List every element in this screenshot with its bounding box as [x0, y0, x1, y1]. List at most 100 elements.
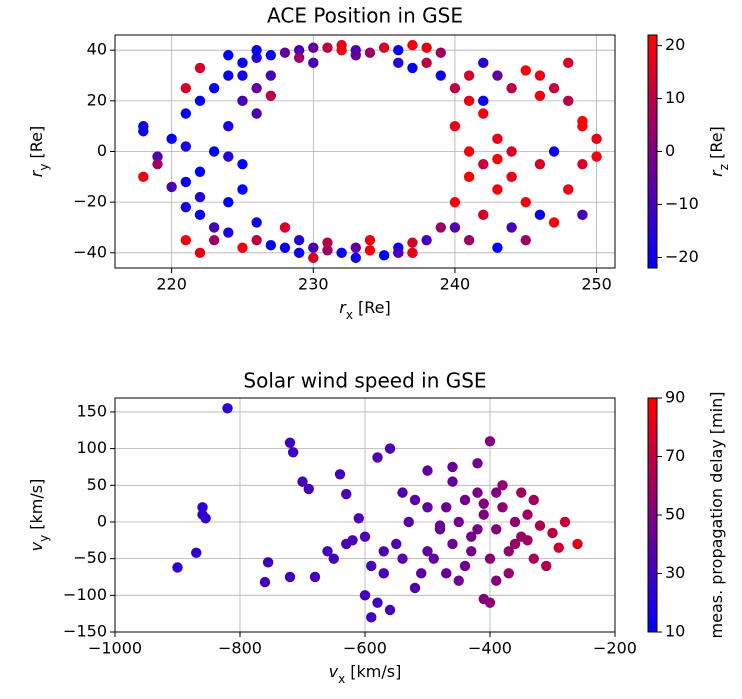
- colorbar-tick-label: 10: [665, 88, 685, 107]
- colorbar-label-symbol: r: [707, 169, 726, 177]
- y-axis-label-sub: y: [37, 164, 51, 171]
- point: [322, 546, 333, 557]
- point: [194, 62, 206, 74]
- point: [407, 247, 418, 259]
- point: [265, 50, 277, 61]
- point: [572, 538, 583, 550]
- point: [449, 120, 461, 132]
- x-axis-label-sub: x: [346, 308, 353, 322]
- point: [577, 158, 588, 170]
- point: [223, 70, 234, 81]
- point: [334, 469, 346, 480]
- colorbar-tick-label: 50: [665, 505, 685, 524]
- point: [522, 535, 533, 546]
- point: [293, 52, 305, 63]
- y-tick-label: 150: [76, 401, 107, 420]
- point: [293, 247, 305, 259]
- point: [435, 222, 446, 233]
- point: [447, 461, 458, 473]
- point: [180, 108, 192, 119]
- colorbar-label-symbol: meas. propagation delay: [707, 439, 726, 638]
- point: [251, 108, 262, 119]
- point: [563, 57, 574, 69]
- y-axis-label-sub: y: [37, 535, 51, 542]
- point: [197, 502, 208, 513]
- colorbar: [647, 397, 658, 633]
- point: [364, 245, 376, 256]
- point: [463, 70, 475, 81]
- point: [359, 531, 371, 542]
- y-tick-label: 0: [97, 141, 107, 160]
- point: [459, 560, 471, 572]
- point: [497, 480, 508, 491]
- point: [453, 516, 464, 528]
- point: [208, 234, 220, 246]
- point: [520, 234, 531, 246]
- point: [237, 57, 248, 69]
- point: [194, 191, 206, 203]
- point: [378, 250, 390, 261]
- point: [478, 95, 489, 107]
- point: [492, 242, 503, 253]
- x-tick-label: 220: [156, 275, 187, 294]
- point: [577, 115, 588, 127]
- point: [491, 575, 502, 586]
- point: [284, 437, 296, 448]
- point: [208, 222, 220, 233]
- point: [422, 502, 433, 513]
- point: [407, 237, 418, 248]
- point: [548, 82, 560, 94]
- point: [447, 476, 458, 487]
- point: [208, 146, 220, 157]
- point: [223, 196, 234, 208]
- point: [303, 483, 314, 495]
- x-axis-label-sub: x: [338, 672, 345, 686]
- point: [492, 153, 503, 165]
- point: [378, 568, 389, 579]
- point: [435, 70, 446, 81]
- point: [492, 184, 503, 195]
- colorbar-label-unit: [min]: [707, 392, 726, 435]
- point: [152, 158, 163, 170]
- point: [466, 546, 477, 557]
- point: [393, 44, 404, 56]
- point: [516, 487, 527, 498]
- point: [422, 546, 433, 557]
- point: [478, 108, 489, 119]
- y-axis-label-symbol: v: [27, 541, 46, 551]
- colorbar-tick-label: 30: [665, 563, 685, 582]
- point: [503, 546, 514, 557]
- point: [541, 560, 552, 572]
- y-axis-label-unit: [Re]: [27, 126, 46, 159]
- point: [466, 531, 477, 542]
- point: [180, 202, 192, 213]
- point: [409, 582, 421, 594]
- point: [341, 538, 352, 550]
- point: [262, 557, 274, 568]
- x-axis-label: vx [km/s]: [329, 662, 402, 686]
- colorbar-label: rz [Re]: [707, 126, 731, 177]
- point: [449, 82, 461, 94]
- point: [463, 234, 475, 246]
- point: [397, 487, 408, 498]
- point: [393, 57, 404, 69]
- point: [378, 546, 389, 557]
- point: [364, 47, 376, 58]
- point: [322, 245, 333, 256]
- point: [503, 568, 514, 579]
- point: [152, 151, 163, 162]
- point: [194, 209, 206, 221]
- point: [322, 237, 333, 248]
- point: [372, 452, 383, 463]
- x-tick-label: −200: [593, 639, 637, 658]
- point: [293, 234, 305, 246]
- point: [223, 120, 234, 132]
- point: [459, 494, 471, 506]
- y-tick-label: 0: [97, 511, 107, 530]
- point: [259, 576, 271, 588]
- point: [491, 487, 502, 498]
- point: [534, 209, 546, 221]
- colorbar-tick-label: −10: [665, 194, 699, 213]
- y-tick-label: −50: [73, 548, 107, 567]
- point: [397, 553, 408, 564]
